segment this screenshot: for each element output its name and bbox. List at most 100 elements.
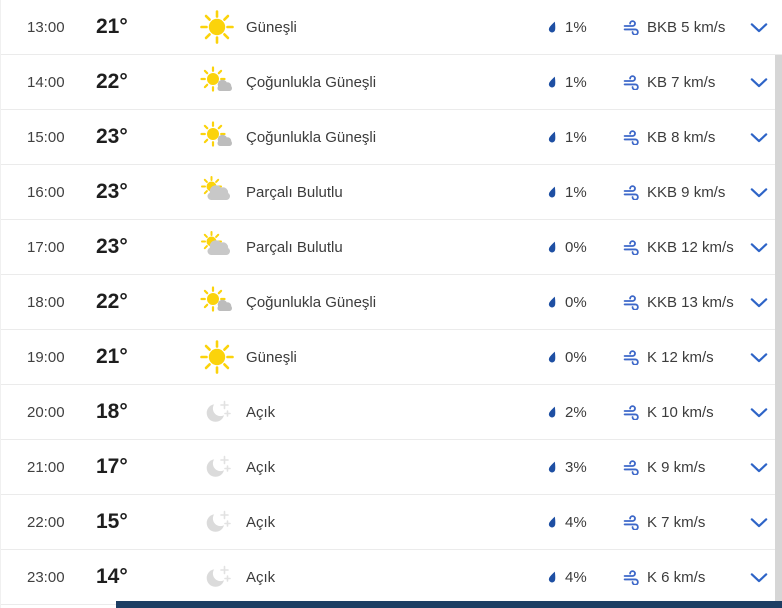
expand-button[interactable] xyxy=(736,242,782,253)
wind-cell: K 9 km/s xyxy=(606,459,736,476)
precipitation-cell: 1% xyxy=(526,19,606,36)
hourly-row[interactable]: 17:00 23° Parçalı Bulutlu 0% xyxy=(1,220,782,275)
wind-cell: KB 8 km/s xyxy=(606,129,736,146)
clear-night-icon xyxy=(196,559,238,595)
wind-icon xyxy=(623,569,640,585)
wind-cell: K 10 km/s xyxy=(606,404,736,421)
raindrop-icon xyxy=(546,515,559,530)
wind-label: KB 7 km/s xyxy=(647,73,716,91)
chevron-down-icon xyxy=(750,517,768,527)
precipitation-label: 3% xyxy=(565,458,587,476)
precipitation-cell: 2% xyxy=(526,404,606,421)
precipitation-cell: 1% xyxy=(526,129,606,146)
chevron-down-icon xyxy=(750,352,768,362)
wind-icon xyxy=(623,459,640,475)
wind-icon xyxy=(623,74,640,90)
precipitation-label: 2% xyxy=(565,403,587,421)
expand-button[interactable] xyxy=(736,22,782,33)
bottom-bar xyxy=(116,601,782,608)
precipitation-label: 4% xyxy=(565,513,587,531)
temperature-label: 15° xyxy=(96,510,128,533)
temperature-label: 22° xyxy=(96,290,128,313)
expand-button[interactable] xyxy=(736,572,782,583)
condition-label: Açık xyxy=(246,568,276,586)
precipitation-label: 1% xyxy=(565,18,587,36)
wind-icon xyxy=(623,129,640,145)
wind-cell: KKB 9 km/s xyxy=(606,184,736,201)
wind-label: K 7 km/s xyxy=(647,513,706,531)
vertical-scrollbar[interactable] xyxy=(775,55,782,601)
mostly-sunny-icon xyxy=(196,64,238,100)
temperature-label: 21° xyxy=(96,345,128,368)
wind-label: KB 8 km/s xyxy=(647,128,716,146)
expand-button[interactable] xyxy=(736,132,782,143)
precipitation-cell: 1% xyxy=(526,74,606,91)
raindrop-icon xyxy=(546,460,559,475)
clear-night-icon xyxy=(196,394,238,430)
temperature-label: 18° xyxy=(96,400,128,423)
precipitation-label: 0% xyxy=(565,348,587,366)
wind-icon xyxy=(623,184,640,200)
raindrop-icon xyxy=(546,295,559,310)
precipitation-label: 1% xyxy=(565,183,587,201)
hourly-row[interactable]: 18:00 22° Çoğunlukla Güneşli 0% xyxy=(1,275,782,330)
wind-icon xyxy=(623,349,640,365)
hourly-row[interactable]: 19:00 21° Güneşli 0% xyxy=(1,330,782,385)
hourly-row[interactable]: 23:00 14° Açık 4% K 6 xyxy=(1,550,782,605)
wind-cell: KKB 13 km/s xyxy=(606,294,736,311)
expand-button[interactable] xyxy=(736,517,782,528)
hourly-row[interactable]: 20:00 18° Açık 2% K 10 xyxy=(1,385,782,440)
expand-button[interactable] xyxy=(736,77,782,88)
precipitation-cell: 0% xyxy=(526,239,606,256)
hourly-row[interactable]: 15:00 23° Çoğunlukla Güneşli 1% xyxy=(1,110,782,165)
expand-button[interactable] xyxy=(736,352,782,363)
chevron-down-icon xyxy=(750,297,768,307)
wind-label: BKB 5 km/s xyxy=(647,18,726,36)
time-label: 14:00 xyxy=(27,73,65,91)
wind-label: KKB 9 km/s xyxy=(647,183,726,201)
mostly-sunny-icon xyxy=(196,284,238,320)
hourly-row[interactable]: 22:00 15° Açık 4% K 7 xyxy=(1,495,782,550)
temperature-label: 23° xyxy=(96,235,128,258)
hourly-row[interactable]: 14:00 22° Çoğunlukla Güneşli 1% xyxy=(1,55,782,110)
condition-label: Güneşli xyxy=(246,18,297,36)
condition-label: Açık xyxy=(246,513,276,531)
time-label: 19:00 xyxy=(27,348,65,366)
hourly-row[interactable]: 13:00 21° Güneşli 1% xyxy=(1,0,782,55)
chevron-down-icon xyxy=(750,242,768,252)
wind-cell: KB 7 km/s xyxy=(606,74,736,91)
condition-label: Parçalı Bulutlu xyxy=(246,238,343,256)
precipitation-cell: 1% xyxy=(526,184,606,201)
expand-button[interactable] xyxy=(736,297,782,308)
condition-label: Çoğunlukla Güneşli xyxy=(246,73,377,91)
hourly-row[interactable]: 21:00 17° Açık 3% K 9 xyxy=(1,440,782,495)
wind-label: K 9 km/s xyxy=(647,458,706,476)
mostly-sunny-icon xyxy=(196,119,238,155)
precipitation-label: 0% xyxy=(565,293,587,311)
temperature-label: 21° xyxy=(96,15,128,38)
condition-label: Güneşli xyxy=(246,348,297,366)
wind-cell: KKB 12 km/s xyxy=(606,239,736,256)
raindrop-icon xyxy=(546,405,559,420)
partly-cloudy-icon xyxy=(196,229,238,265)
expand-button[interactable] xyxy=(736,407,782,418)
wind-cell: BKB 5 km/s xyxy=(606,19,736,36)
hourly-row[interactable]: 16:00 23° Parçalı Bulutlu 1% xyxy=(1,165,782,220)
chevron-down-icon xyxy=(750,407,768,417)
chevron-down-icon xyxy=(750,572,768,582)
expand-button[interactable] xyxy=(736,187,782,198)
condition-label: Açık xyxy=(246,403,276,421)
chevron-down-icon xyxy=(750,462,768,472)
time-label: 15:00 xyxy=(27,128,65,146)
time-label: 16:00 xyxy=(27,183,65,201)
time-label: 21:00 xyxy=(27,458,65,476)
wind-cell: K 7 km/s xyxy=(606,514,736,531)
raindrop-icon xyxy=(546,350,559,365)
time-label: 22:00 xyxy=(27,513,65,531)
chevron-down-icon xyxy=(750,77,768,87)
expand-button[interactable] xyxy=(736,462,782,473)
raindrop-icon xyxy=(546,185,559,200)
wind-icon xyxy=(623,19,640,35)
precipitation-cell: 3% xyxy=(526,459,606,476)
